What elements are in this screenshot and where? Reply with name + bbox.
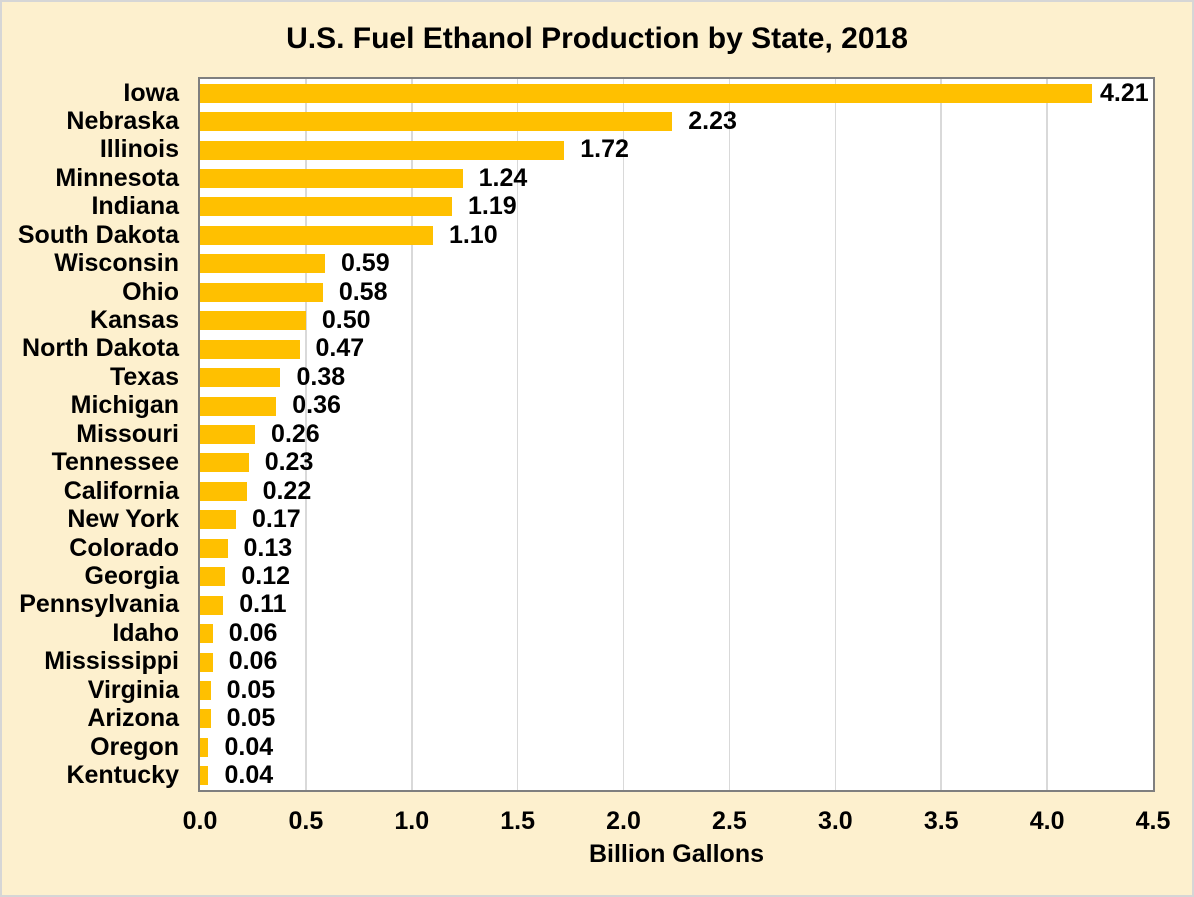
y-axis-label: Michigan	[70, 391, 179, 420]
bar	[200, 254, 325, 274]
gridline	[622, 79, 625, 790]
y-axis-label: Missouri	[76, 419, 179, 448]
x-axis-tick-label: 4.0	[1029, 807, 1065, 835]
value-label: 1.19	[468, 192, 517, 221]
y-axis-label: South Dakota	[17, 220, 179, 249]
value-label: 0.06	[228, 647, 278, 676]
x-axis-tick-label: 2.5	[712, 807, 747, 835]
value-label: 0.58	[338, 277, 388, 306]
y-axis-label: New York	[67, 505, 179, 534]
value-label: 0.26	[271, 419, 320, 448]
gridline	[834, 79, 837, 790]
bar	[200, 282, 323, 302]
value-label: 0.11	[239, 590, 287, 619]
value-label: 0.17	[252, 505, 301, 534]
bar	[200, 680, 211, 700]
bar	[200, 197, 452, 217]
value-label: 0.05	[226, 675, 276, 704]
gridline	[940, 79, 942, 790]
bar	[200, 140, 565, 160]
x-axis-tick-label: 3.5	[923, 807, 959, 835]
bar	[200, 567, 226, 587]
bar	[200, 311, 306, 331]
x-axis-tick-label: 4.5	[1135, 807, 1171, 835]
value-label: 4.21	[1100, 78, 1149, 107]
value-label: 0.23	[264, 448, 314, 477]
x-axis-tick-label: 0.5	[288, 807, 324, 835]
value-label: 0.38	[296, 362, 346, 391]
bar	[200, 425, 256, 444]
bar	[200, 709, 211, 729]
value-label: 0.59	[340, 249, 390, 278]
y-axis-label: California	[63, 476, 179, 505]
chart-title: U.S. Fuel Ethanol Production by State, 2…	[286, 22, 908, 55]
y-axis-label: Kentucky	[66, 761, 179, 790]
y-axis-label: Virginia	[87, 675, 179, 704]
value-label: 0.50	[321, 306, 371, 335]
x-axis-tick-label: 2.0	[606, 807, 641, 835]
y-axis-label: Kansas	[90, 306, 179, 335]
bar	[200, 453, 249, 473]
y-axis-label: Mississippi	[44, 647, 179, 676]
y-axis-label: Illinois	[99, 135, 179, 164]
bar	[200, 368, 281, 388]
plot-area: 4.21 2.23 1.72 1.24 1.19 1.10 0.59 0.58 0.50 0.47…	[198, 77, 1155, 792]
y-axis-label: North Dakota	[22, 334, 179, 363]
y-axis-label: Pennsylvania	[19, 590, 179, 619]
y-axis-label: Arizona	[87, 704, 179, 733]
bar	[200, 538, 228, 558]
value-label: 0.13	[243, 533, 293, 562]
gridline	[728, 79, 731, 790]
y-axis-label: Nebraska	[66, 106, 179, 135]
bar	[200, 112, 673, 132]
bar	[200, 396, 277, 416]
value-label: 0.04	[224, 732, 274, 761]
value-label: 0.04	[224, 761, 274, 790]
y-axis-label: Idaho	[112, 618, 179, 647]
bar	[200, 339, 300, 359]
gridline	[411, 79, 413, 790]
y-axis-label: Indiana	[91, 192, 179, 221]
gridline	[305, 79, 307, 790]
bar	[200, 83, 1092, 103]
bar	[200, 169, 463, 189]
bar	[200, 737, 209, 757]
y-axis-label: Wisconsin	[54, 249, 179, 278]
value-label: 1.10	[448, 220, 498, 249]
bar	[200, 481, 247, 501]
gridline	[1046, 79, 1048, 790]
bar	[200, 652, 213, 672]
y-axis-label: Oregon	[90, 732, 179, 761]
x-axis-tick-label: 1.0	[394, 807, 430, 835]
y-axis-label: Colorado	[69, 533, 179, 562]
x-axis-tick-label: 3.0	[817, 807, 853, 835]
bar	[200, 595, 224, 615]
value-label: 0.06	[228, 618, 278, 647]
value-label: 0.47	[315, 334, 365, 363]
gridline	[516, 79, 519, 790]
bar	[200, 510, 236, 530]
y-axis-label: Texas	[109, 362, 179, 391]
y-axis-label: Minnesota	[55, 163, 179, 192]
bar	[200, 225, 433, 245]
value-label: 1.24	[478, 163, 528, 192]
bar	[200, 624, 213, 644]
value-label: 2.23	[688, 106, 737, 135]
value-label: 1.72	[580, 135, 629, 164]
y-axis-label: Iowa	[123, 78, 179, 107]
bar	[200, 766, 209, 786]
value-label: 0.22	[262, 476, 312, 505]
x-axis-tick-label: 0.0	[182, 807, 218, 835]
value-label: 0.12	[241, 561, 291, 590]
y-axis-label: Tennessee	[51, 448, 179, 477]
value-label: 0.36	[292, 391, 341, 420]
y-axis-label: Ohio	[122, 277, 179, 306]
x-axis-tick-label: 1.5	[500, 807, 536, 835]
x-axis-title: Billion Gallons	[588, 840, 764, 868]
y-axis-label: Georgia	[84, 561, 179, 590]
value-label: 0.05	[226, 704, 276, 733]
